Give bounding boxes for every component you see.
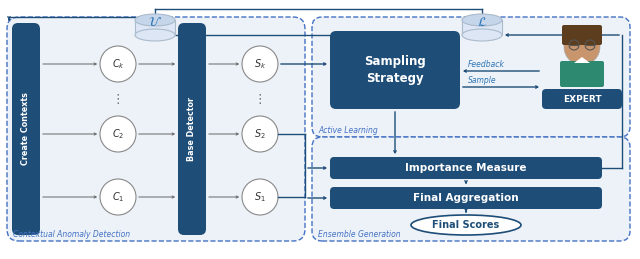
Text: Final Scores: Final Scores xyxy=(433,220,500,230)
Text: ⋮: ⋮ xyxy=(112,92,124,105)
Text: Feedback: Feedback xyxy=(468,60,505,69)
FancyBboxPatch shape xyxy=(312,137,630,241)
Circle shape xyxy=(242,46,278,82)
Circle shape xyxy=(100,116,136,152)
Circle shape xyxy=(242,179,278,215)
FancyBboxPatch shape xyxy=(330,187,602,209)
FancyBboxPatch shape xyxy=(330,31,460,109)
Text: Importance Measure: Importance Measure xyxy=(405,163,527,173)
Ellipse shape xyxy=(135,29,175,41)
Text: Create Contexts: Create Contexts xyxy=(22,92,31,166)
Text: ⋮: ⋮ xyxy=(253,92,266,105)
Circle shape xyxy=(242,116,278,152)
Ellipse shape xyxy=(462,14,502,26)
Text: $C_2$: $C_2$ xyxy=(112,127,124,141)
Text: $C_k$: $C_k$ xyxy=(111,57,124,71)
Polygon shape xyxy=(574,57,590,63)
Circle shape xyxy=(100,46,136,82)
Text: $\mathcal{L}$: $\mathcal{L}$ xyxy=(477,16,487,28)
Text: Base Detector: Base Detector xyxy=(188,97,196,161)
FancyBboxPatch shape xyxy=(330,157,602,179)
FancyBboxPatch shape xyxy=(178,23,206,235)
Ellipse shape xyxy=(411,215,521,235)
FancyBboxPatch shape xyxy=(542,89,622,109)
Text: $S_1$: $S_1$ xyxy=(254,190,266,204)
Text: Sample: Sample xyxy=(468,76,497,85)
FancyBboxPatch shape xyxy=(562,25,602,45)
Text: Sampling
Strategy: Sampling Strategy xyxy=(364,55,426,85)
Circle shape xyxy=(564,29,600,65)
FancyBboxPatch shape xyxy=(560,61,604,87)
Text: $\mathcal{U}$: $\mathcal{U}$ xyxy=(148,16,162,28)
Text: Contextual Anomaly Detection: Contextual Anomaly Detection xyxy=(13,230,130,239)
Ellipse shape xyxy=(135,14,175,26)
FancyBboxPatch shape xyxy=(312,17,630,137)
Text: $S_2$: $S_2$ xyxy=(254,127,266,141)
Text: Ensemble Generation: Ensemble Generation xyxy=(318,230,401,239)
Text: Active Learning: Active Learning xyxy=(318,126,378,135)
Text: EXPERT: EXPERT xyxy=(563,95,602,104)
Circle shape xyxy=(100,179,136,215)
Bar xyxy=(135,20,175,35)
Bar xyxy=(462,20,502,35)
Text: $S_k$: $S_k$ xyxy=(254,57,266,71)
Text: Final Aggregation: Final Aggregation xyxy=(413,193,519,203)
FancyBboxPatch shape xyxy=(12,23,40,235)
FancyBboxPatch shape xyxy=(7,17,305,241)
Ellipse shape xyxy=(462,29,502,41)
Text: $C_1$: $C_1$ xyxy=(112,190,124,204)
